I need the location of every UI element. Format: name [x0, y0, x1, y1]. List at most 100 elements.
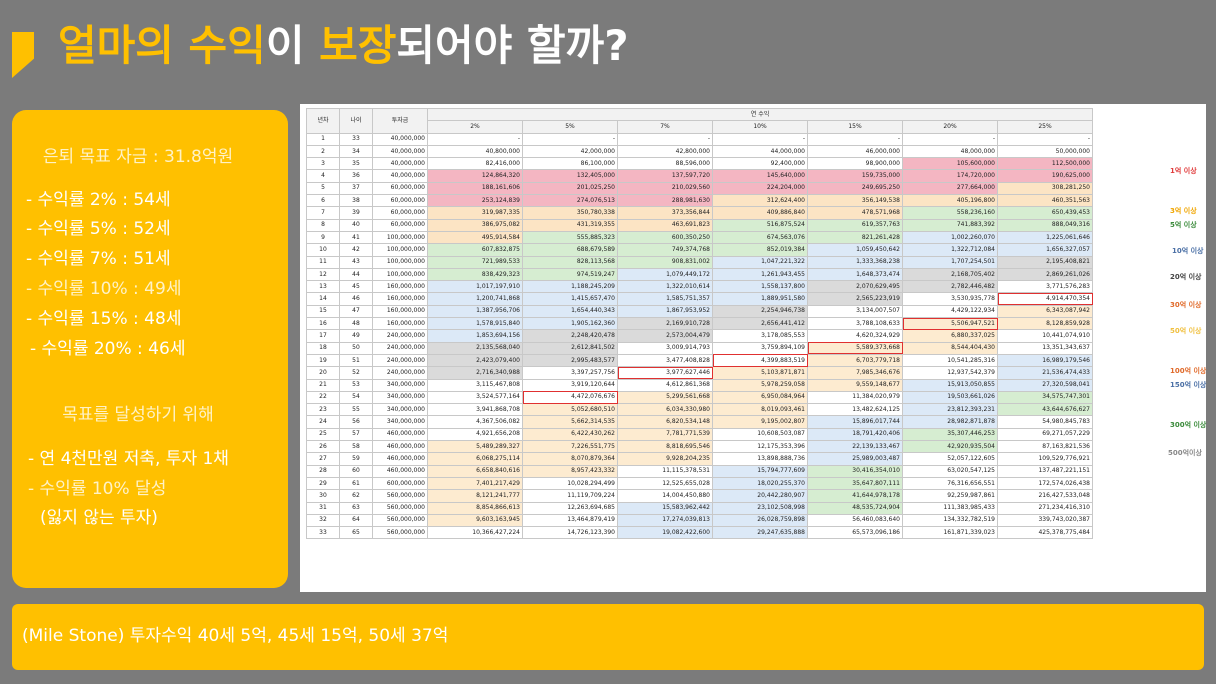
table-cell: 48,000,000: [902, 144, 998, 159]
table-cell: 2,168,705,402: [902, 267, 998, 282]
table-cell: 288,981,630: [617, 194, 713, 208]
table-cell: 42,800,000: [617, 144, 713, 159]
table-cell: 10: [306, 243, 340, 257]
table-cell: 16: [306, 317, 340, 331]
table-cell: 42: [339, 243, 373, 257]
table-cell: 2,248,420,478: [522, 329, 618, 343]
table-cell: 495,914,584: [427, 230, 523, 245]
table-cell: 2,169,910,728: [617, 317, 713, 331]
table-cell: 463,691,823: [617, 218, 713, 232]
table-cell: 253,124,839: [427, 194, 523, 208]
table-row: 32 64 560,000,000 9,603,163,945 13,464,879,4…: [306, 513, 1093, 528]
table-cell: 34,575,747,301: [997, 390, 1093, 405]
table-cell: 240,000,000: [372, 366, 428, 380]
table-cell: 20: [306, 366, 340, 380]
table-cell: 6,068,275,114: [427, 452, 523, 466]
table-cell: 1,648,373,474: [807, 267, 903, 282]
table-cell: 274,076,513: [522, 194, 618, 208]
table-cell: 5,589,373,668: [807, 341, 903, 355]
table-cell: 1,707,254,501: [902, 255, 998, 269]
table-cell: 28,982,871,878: [902, 415, 998, 429]
table-cell: 460,000,000: [372, 464, 428, 478]
table-cell: 2,565,223,919: [807, 292, 903, 306]
table-row: 23 55 340,000,000 3,941,868,708 5,052,680,51…: [306, 403, 1093, 417]
table-cell: 15: [306, 304, 340, 319]
table-cell: 3,530,935,778: [902, 292, 998, 306]
table-cell: 36: [339, 169, 373, 183]
title-part-4: 되어야 할까?: [396, 21, 629, 70]
title-part-1: 얼마의 수익: [58, 21, 266, 70]
table-cell: 17,274,039,813: [617, 513, 713, 528]
table-cell: 43,644,676,627: [997, 403, 1093, 417]
table-cell: 2,656,441,412: [712, 317, 808, 331]
table-cell: 63,020,547,125: [902, 464, 998, 478]
table-cell: 134,332,782,519: [902, 513, 998, 528]
table-cell: 100,000,000: [372, 267, 428, 282]
table-cell: 6,658,840,616: [427, 464, 523, 478]
legend-label: 10억 이상: [1172, 247, 1204, 255]
table-cell: 30,416,354,010: [807, 464, 903, 478]
table-cell: 15,896,017,744: [807, 415, 903, 429]
table-cell: 29: [306, 476, 340, 491]
table-cell: 13,464,879,419: [522, 513, 618, 528]
legend-label: 50억 이상: [1170, 327, 1202, 335]
table-cell: 13: [306, 280, 340, 294]
table-cell: 23: [306, 403, 340, 417]
table-cell: 111,383,985,433: [902, 501, 998, 515]
table-cell: 3,977,627,446: [617, 366, 713, 380]
table-cell: 18: [306, 341, 340, 355]
table-cell: 3,477,408,828: [617, 353, 713, 368]
table-cell: 373,356,844: [617, 206, 713, 220]
table-cell: 60: [339, 464, 373, 478]
table-cell: 4,620,324,929: [807, 329, 903, 343]
table-cell: 3,759,894,109: [712, 341, 808, 355]
table-cell: 6,703,779,718: [807, 353, 903, 368]
table-cell: 4,921,656,208: [427, 427, 523, 442]
rate-item: - 수익률 15% : 48세: [26, 309, 182, 329]
table-cell: 2,612,841,502: [522, 341, 618, 355]
table-cell: 560,000,000: [372, 526, 428, 540]
table-row: 11 43 100,000,000 721,989,533 828,113,568 908…: [306, 255, 1093, 269]
milestone-banner: [12, 604, 1204, 670]
table-cell: 8,854,866,613: [427, 501, 523, 515]
table-cell: -: [617, 132, 713, 146]
table-cell: 5,299,561,668: [617, 390, 713, 405]
table-cell: 2,573,004,479: [617, 329, 713, 343]
table-cell: 2,254,946,738: [712, 304, 808, 319]
table-cell: 41: [339, 230, 373, 245]
table-cell: 201,025,250: [522, 181, 618, 196]
table-cell: -: [997, 132, 1093, 146]
table-cell: 210,029,560: [617, 181, 713, 196]
table-cell: 27,320,598,041: [997, 378, 1093, 392]
table-cell: 3,009,914,793: [617, 341, 713, 355]
table-cell: 1,188,245,209: [522, 280, 618, 294]
table-cell: 23,102,508,998: [712, 501, 808, 515]
table-cell: 28: [306, 464, 340, 478]
table-cell: 52,057,122,605: [902, 452, 998, 466]
table-cell: -: [427, 132, 523, 146]
table-cell: 688,679,589: [522, 243, 618, 257]
table-cell: 13,351,343,637: [997, 341, 1093, 355]
table-cell: 1,261,943,455: [712, 267, 808, 282]
table-cell: 7,781,771,539: [617, 427, 713, 442]
table-row: 4 36 40,000,000 124,864,320 132,405,000 137,5…: [306, 169, 1093, 183]
title-part-2: 이: [265, 21, 320, 70]
point-item: - 수익률 10% 달성: [28, 479, 167, 499]
table-row: 29 61 600,000,000 7,401,217,429 10,028,294,4…: [306, 476, 1093, 491]
table-cell: 2,995,483,577: [522, 353, 618, 368]
table-cell: 9: [306, 230, 340, 245]
header-annual-return: 연 수익: [427, 107, 1093, 122]
table-cell: 55: [339, 403, 373, 417]
table-cell: 5,978,259,058: [712, 378, 808, 392]
table-cell: 40,000,000: [372, 169, 428, 183]
table-cell: 516,875,524: [712, 218, 808, 232]
table-row: 17 49 240,000,000 1,853,694,156 2,248,420,47…: [306, 329, 1093, 343]
milestone-text: (Mile Stone) 투자수익 40세 5억, 45세 15억, 50세 3…: [22, 626, 449, 646]
table-cell: 30: [306, 489, 340, 503]
table-cell: 159,735,000: [807, 169, 903, 183]
table-cell: 15,583,962,442: [617, 501, 713, 515]
table-cell: 54: [339, 390, 373, 405]
table-cell: 7,226,551,775: [522, 440, 618, 454]
table-cell: 4: [306, 169, 340, 183]
table-row: 10 42 100,000,000 607,832,875 688,679,589 749…: [306, 243, 1093, 257]
